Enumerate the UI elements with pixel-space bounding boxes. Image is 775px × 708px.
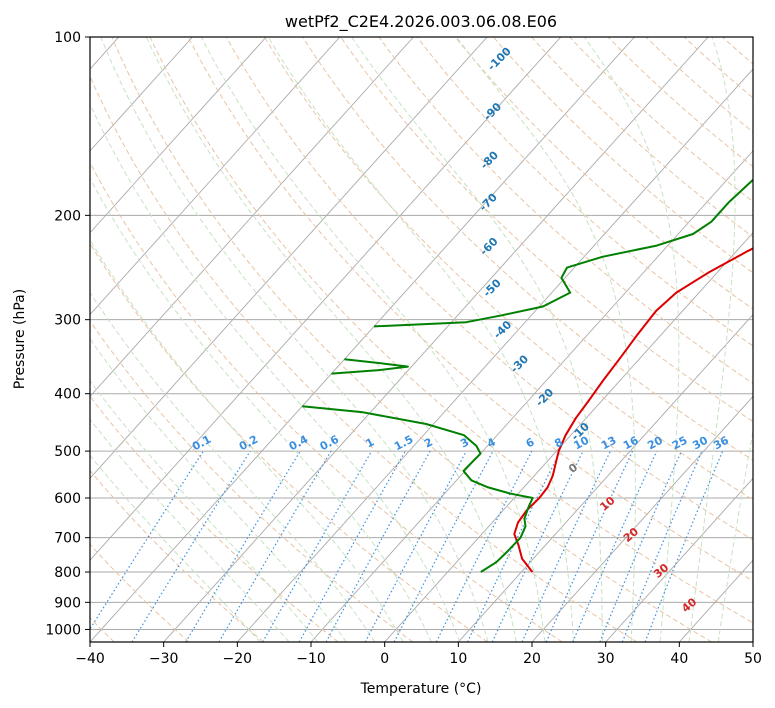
dry-adiabat-line	[90, 320, 414, 642]
dry-adiabat-line	[454, 37, 753, 310]
mixing-ratio-label: 36	[711, 434, 731, 453]
y-tick-label: 700	[54, 531, 81, 547]
y-tick-label: 100	[54, 30, 81, 46]
x-axis-label: Temperature (°C)	[360, 681, 482, 697]
dewpoint-line	[302, 405, 534, 573]
dewpoint-line	[331, 358, 409, 375]
moist-adiabat-line	[200, 37, 546, 642]
x-tick-label: −10	[296, 651, 326, 667]
moist-adiabat-line	[90, 177, 432, 642]
mixing-ratio-line	[131, 450, 251, 642]
isotherm-line	[90, 37, 193, 152]
x-tick-label: −20	[223, 651, 253, 667]
dry-adiabat-line	[264, 37, 753, 501]
mixing-ratio-line	[644, 450, 724, 642]
mixing-ratio-label: 20	[645, 434, 665, 453]
x-tick-label: 0	[380, 651, 389, 667]
y-tick-label: 800	[54, 565, 81, 581]
dry-adiabat-line	[90, 469, 264, 642]
y-tick-label: 600	[54, 491, 81, 507]
moist-adiabat-line	[90, 338, 347, 642]
mixing-ratio-line	[364, 450, 467, 642]
y-tick-label: 900	[54, 595, 81, 611]
moist-adiabat-line	[145, 37, 517, 642]
mixing-ratio-line	[325, 450, 431, 642]
moist-adiabat-line	[351, 37, 603, 642]
x-tick-label: −40	[75, 651, 105, 667]
mixing-ratio-line	[298, 450, 406, 642]
mixing-ratio-label: 30	[690, 434, 710, 453]
mixing-ratio-line	[572, 450, 658, 642]
isotherm-line	[90, 37, 488, 479]
x-tick-label: −30	[149, 651, 179, 667]
mixing-ratio-line	[599, 450, 682, 642]
isotherm-line	[531, 395, 753, 642]
y-tick-label: 500	[54, 444, 81, 460]
mixing-ratio-line	[545, 450, 634, 642]
isotherm-line	[163, 37, 709, 642]
isotherm-line	[90, 37, 267, 234]
temperature-line	[513, 247, 753, 573]
moist-adiabat-line	[90, 454, 261, 642]
isotherm-line	[90, 37, 635, 642]
isotherm-line	[90, 37, 341, 316]
x-tick-label: 50	[744, 651, 762, 667]
isotherm-line	[605, 477, 753, 642]
isotherm-line	[90, 37, 562, 561]
y-tick-label: 400	[54, 387, 81, 403]
moist-adiabat-line	[90, 238, 404, 642]
moist-adiabat-line	[90, 379, 319, 642]
y-tick-label: 300	[54, 313, 81, 329]
dry-adiabat-line	[111, 37, 712, 642]
dry-adiabat-line	[90, 242, 488, 642]
plot-frame	[89, 36, 754, 643]
dry-adiabat-line	[149, 37, 753, 624]
data-series	[302, 178, 753, 573]
dewpoint-line	[373, 178, 753, 328]
mixing-ratio-label: 25	[670, 434, 690, 453]
isotherm-line	[384, 232, 753, 642]
dry-adiabat-line	[90, 75, 638, 642]
dry-adiabat-line	[187, 37, 753, 582]
moist-adiabat-line	[267, 37, 575, 642]
moist-adiabat-line	[456, 37, 636, 642]
moist-adiabat-line	[717, 428, 753, 642]
dry-adiabat-line	[416, 37, 753, 347]
moist-adiabat-line	[688, 37, 736, 642]
moist-adiabat-line	[583, 37, 680, 642]
x-tick-label: 20	[523, 651, 541, 667]
moist-adiabat-line	[90, 418, 290, 642]
dry-adiabat-line	[90, 161, 563, 642]
y-tick-label: 200	[54, 208, 81, 224]
isotherm-line	[236, 68, 753, 642]
isotherm-line	[90, 37, 414, 398]
isotherm-line	[457, 313, 753, 642]
y-tick-label: 1000	[45, 622, 81, 638]
mixing-ratio-label: 16	[621, 434, 641, 453]
x-tick-label: 10	[449, 651, 467, 667]
chart-title: wetPf2_C2E4.2026.003.06.08.E06	[285, 12, 557, 32]
mixing-ratio-line	[90, 450, 204, 631]
moist-adiabat-line	[100, 37, 489, 642]
x-tick-label: 30	[597, 651, 615, 667]
y-axis-label: Pressure (hPa)	[12, 289, 28, 389]
mixing-ratio-line	[621, 450, 703, 642]
mixing-ratio-line	[435, 450, 533, 642]
mixing-ratio-label: 10	[572, 434, 592, 453]
axes: −40 −30 −20 −10 0 10 20 30 40 50 100 200 300 400 500 60…	[45, 30, 762, 667]
mixing-ratio-label: 13	[599, 434, 619, 453]
x-tick-label: 40	[670, 651, 688, 667]
dry-adiabat-line	[225, 37, 753, 541]
moist-adiabat-line	[90, 103, 461, 642]
